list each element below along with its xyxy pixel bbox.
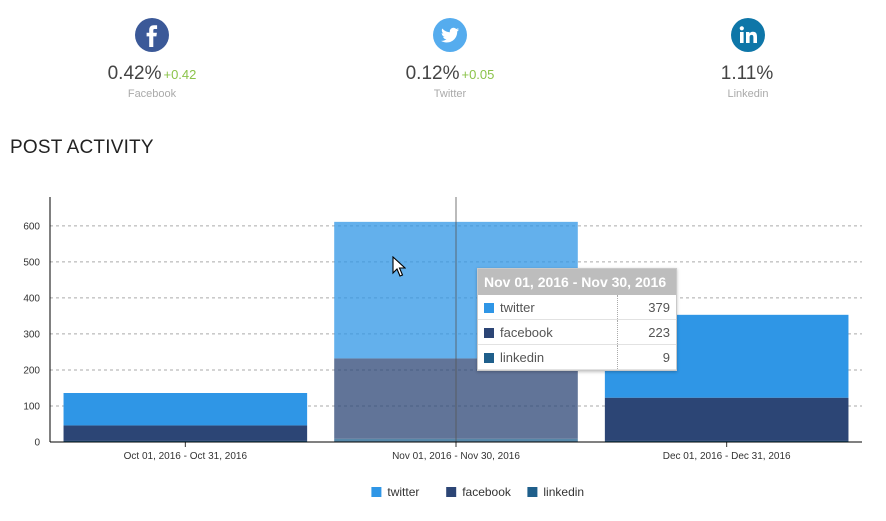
post-activity-chart: 0 100 200 300 400 500 600 Oct 01, 2016 - Oct 31… bbox=[23, 197, 862, 499]
tooltip-value: 9 bbox=[617, 344, 676, 370]
stat-value: 1.11% bbox=[720, 63, 774, 84]
stat-value: 0.12% bbox=[405, 63, 460, 84]
tooltip-title: Nov 01, 2016 - Nov 30, 2016 bbox=[478, 269, 676, 295]
bar-facebook bbox=[604, 397, 849, 441]
y-tick-label: 100 bbox=[23, 401, 40, 412]
y-tick-label: 600 bbox=[23, 221, 40, 232]
tooltip-row: twitter 379 bbox=[478, 295, 676, 320]
tooltip-label: twitter bbox=[500, 299, 535, 315]
facebook-icon[interactable] bbox=[135, 18, 169, 52]
tooltip-swatch bbox=[484, 302, 494, 313]
linkedin-icon[interactable] bbox=[731, 18, 765, 52]
legend-swatch-twitter bbox=[371, 487, 382, 497]
tooltip-swatch bbox=[484, 352, 494, 363]
legend-label-facebook: facebook bbox=[462, 485, 512, 499]
legend-swatch-linkedin bbox=[527, 487, 538, 497]
x-tick-label: Nov 01, 2016 - Nov 30, 2016 bbox=[392, 451, 520, 462]
tooltip-label: linkedin bbox=[500, 349, 545, 365]
tooltip-value: 223 bbox=[617, 319, 676, 345]
tooltip-row: linkedin 9 bbox=[478, 344, 676, 370]
stat-label: Facebook bbox=[127, 88, 177, 100]
y-tick-label: 0 bbox=[34, 438, 40, 449]
section-title: POST ACTIVITY bbox=[10, 137, 154, 158]
legend-swatch-facebook bbox=[446, 487, 457, 497]
legend-label-twitter: twitter bbox=[387, 485, 419, 499]
legend-label-linkedin: linkedin bbox=[543, 485, 584, 499]
x-tick-label: Oct 01, 2016 - Oct 31, 2016 bbox=[124, 451, 248, 462]
x-tick-label: Dec 01, 2016 - Dec 31, 2016 bbox=[663, 451, 791, 462]
stat-label: Linkedin bbox=[727, 88, 769, 100]
stat-linkedin: 1.11% Linkedin bbox=[648, 18, 848, 100]
bar-linkedin bbox=[604, 440, 849, 442]
y-tick-label: 300 bbox=[23, 329, 40, 340]
tooltip-row: facebook 223 bbox=[478, 319, 676, 345]
social-stats: 0.42% +0.42 Facebook 0.12% +0.05 Twitter 1… bbox=[0, 0, 886, 120]
tooltip-value: 379 bbox=[617, 295, 676, 320]
twitter-icon[interactable] bbox=[433, 18, 467, 52]
stat-label: Twitter bbox=[433, 88, 467, 100]
stat-facebook: 0.42% +0.42 Facebook bbox=[52, 18, 252, 100]
y-tick-label: 200 bbox=[23, 365, 40, 376]
mouse-cursor-icon bbox=[392, 256, 406, 277]
y-tick-label: 400 bbox=[23, 293, 40, 304]
stat-change: +0.05 bbox=[461, 67, 495, 82]
stat-value: 0.42% bbox=[107, 63, 162, 84]
stat-change: +0.42 bbox=[163, 67, 197, 82]
tooltip-swatch bbox=[484, 327, 494, 338]
tooltip-label: facebook bbox=[500, 324, 553, 340]
stat-twitter: 0.12% +0.05 Twitter bbox=[350, 18, 550, 100]
bar-twitter bbox=[63, 393, 308, 426]
y-tick-label: 500 bbox=[23, 257, 40, 268]
bar-facebook bbox=[63, 425, 308, 441]
bar-linkedin bbox=[63, 440, 308, 442]
chart-tooltip: Nov 01, 2016 - Nov 30, 2016 twitter 379 … bbox=[477, 268, 677, 371]
